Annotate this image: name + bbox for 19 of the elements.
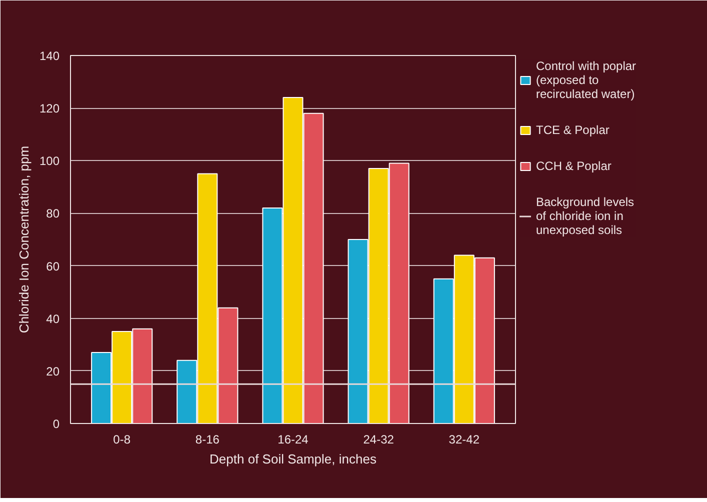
legend-label: Background levels of chloride ion in unexposed soils (536, 195, 634, 237)
x-tick-label: 0-8 (113, 432, 131, 446)
legend-label: Control with poplar (exposed to recirculated water) (536, 59, 636, 101)
y-axis-title: Chloride Ion Concentration, ppm (16, 146, 32, 334)
x-tick-label: 16-24 (278, 432, 309, 446)
y-tick-label: 100 (39, 154, 60, 168)
y-tick-label: 60 (46, 259, 60, 274)
x-tick-label: 32-42 (448, 432, 480, 446)
y-tick-label: 120 (39, 102, 60, 116)
y-tick-label: 140 (39, 49, 60, 63)
legend-label: TCE & Poplar (536, 123, 610, 137)
y-tick-label: 80 (46, 206, 60, 221)
x-axis-title: Depth of Soil Sample, inches (210, 452, 377, 466)
y-tick-label: 40 (46, 312, 60, 326)
x-tick-label: 8-16 (195, 432, 220, 446)
y-tick-label: 20 (46, 364, 60, 378)
legend-label: CCH & Poplar (536, 159, 612, 173)
y-tick-label: 0 (52, 417, 60, 431)
x-tick-label: 24-32 (363, 432, 394, 446)
